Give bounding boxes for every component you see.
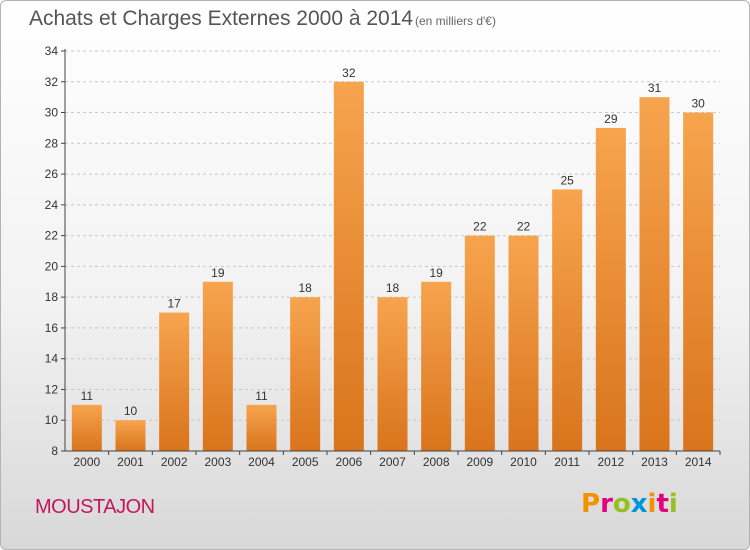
bar-2003	[202, 281, 233, 451]
bar-2006	[333, 81, 364, 452]
x-tick-label-2013: 2013	[641, 455, 668, 469]
data-label-2004: 11	[255, 389, 268, 403]
y-tick-label: 30	[45, 106, 59, 120]
bar-2013	[639, 97, 670, 452]
y-tick-label: 28	[45, 136, 59, 150]
chart-title: Achats et Charges Externes 2000 à 2014	[29, 7, 414, 30]
y-tick-label: 8	[51, 444, 58, 458]
y-tick-label: 14	[45, 352, 59, 366]
data-label-2005: 18	[298, 281, 312, 295]
bars	[71, 81, 714, 452]
bar-2001	[115, 420, 146, 451]
bar-2004	[246, 404, 277, 451]
y-tick-label: 18	[45, 290, 59, 304]
y-tick-label: 10	[45, 413, 59, 427]
bar-2002	[159, 312, 190, 451]
data-label-2001: 10	[124, 404, 138, 418]
bar-2005	[290, 297, 321, 451]
x-tick-label-2003: 2003	[204, 455, 231, 469]
data-label-2013: 31	[648, 81, 662, 95]
x-tick-label-2009: 2009	[466, 455, 493, 469]
y-tick-label: 32	[45, 75, 59, 89]
data-label-2006: 32	[342, 66, 356, 80]
data-label-2000: 11	[81, 389, 94, 403]
data-label-2014: 30	[691, 97, 705, 111]
brand-letter: o	[612, 489, 631, 519]
data-label-2007: 18	[386, 281, 400, 295]
bar-2012	[595, 127, 626, 451]
x-tick-label-2014: 2014	[685, 455, 712, 469]
data-labels: 11 10 17 19 11 18 32 18 19 22 22 25 29 31 30	[81, 66, 706, 418]
x-tick-label-2002: 2002	[161, 455, 188, 469]
x-tick-labels: 2000 2001 2002 2003 2004 2005 2006 2007 2008 2009…	[73, 455, 711, 469]
bar-2008	[421, 281, 452, 451]
brand-letter: x	[630, 489, 648, 519]
bar-2009	[464, 235, 495, 451]
x-tick-label-2005: 2005	[292, 455, 319, 469]
data-label-2012: 29	[604, 112, 618, 126]
x-tick-label-2007: 2007	[379, 455, 406, 469]
bar-2000	[71, 404, 102, 451]
data-label-2008: 19	[429, 266, 443, 280]
data-label-2011: 25	[560, 173, 574, 187]
bar-2007	[377, 297, 408, 451]
y-tick-label: 26	[45, 167, 59, 181]
y-tick-label: 22	[45, 229, 59, 243]
y-tick-labels: 8 10 12 14 16 18 20 22 24 26 28 30 32 34	[45, 44, 59, 458]
x-tick-label-2004: 2004	[248, 455, 275, 469]
data-label-2003: 19	[211, 266, 225, 280]
axes	[64, 49, 720, 452]
x-tick-label-2008: 2008	[423, 455, 450, 469]
bar-2010	[508, 235, 539, 451]
y-tick-label: 34	[45, 44, 59, 58]
x-tick-label-2001: 2001	[117, 455, 144, 469]
brand-letter: i	[647, 489, 657, 519]
proxiti-logo: Proxiti	[581, 489, 678, 523]
y-tick-label: 24	[45, 198, 59, 212]
bar-2011	[552, 189, 583, 451]
y-tick-label: 16	[45, 321, 59, 335]
data-label-2002: 17	[167, 297, 181, 311]
brand-letter: t	[656, 489, 669, 519]
y-tick-label: 12	[45, 382, 59, 396]
x-tick-label-2000: 2000	[73, 455, 100, 469]
commune-name: MOUSTAJON	[35, 496, 155, 518]
brand-letter: P	[581, 489, 601, 519]
y-tick-label: 20	[45, 259, 59, 273]
x-tick-label-2012: 2012	[597, 455, 624, 469]
data-label-2010: 22	[517, 220, 531, 234]
data-label-2009: 22	[473, 220, 487, 234]
brand-letter: i	[668, 489, 678, 519]
x-tick-label-2011: 2011	[554, 455, 580, 469]
x-tick-label-2010: 2010	[510, 455, 537, 469]
x-tick-label-2006: 2006	[335, 455, 362, 469]
brand-letter: r	[600, 489, 613, 519]
bar-2014	[683, 112, 714, 452]
chart-subtitle: (en milliers d'€)	[415, 14, 496, 28]
